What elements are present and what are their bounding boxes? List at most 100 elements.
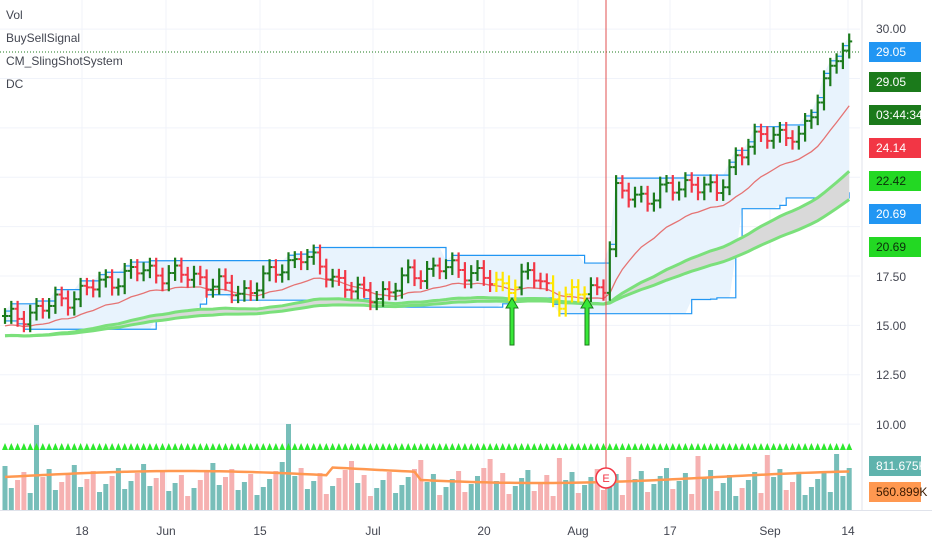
volume-bar <box>418 460 424 510</box>
volume-bar <box>90 471 96 510</box>
signal-triangle <box>8 443 15 450</box>
signal-triangle <box>373 443 380 450</box>
volume-bar <box>456 471 462 510</box>
legend-volume[interactable]: Vol <box>6 8 23 22</box>
volume-bar <box>52 490 58 510</box>
indicator-legend: Vol BuySellSignal CM_SlingShotSystem DC <box>6 4 123 96</box>
volume-bar <box>304 489 310 510</box>
volume-bar <box>777 469 783 510</box>
signal-triangle <box>443 443 449 450</box>
signal-triangle <box>556 443 563 450</box>
signal-triangle <box>2 443 8 450</box>
signal-triangle <box>676 443 683 450</box>
volume-bar <box>361 475 367 510</box>
volume-bar <box>393 493 399 510</box>
countdown-badge: 03:44:34 <box>869 105 923 125</box>
last-price-badge: 29.05 <box>869 42 921 62</box>
signal-triangle <box>83 443 90 450</box>
volume-bar <box>330 486 336 510</box>
legend-slingshot-system[interactable]: CM_SlingShotSystem <box>6 54 123 68</box>
volume-bar <box>141 464 147 510</box>
time-axis[interactable]: 18 Jun 15 Jul 20 Aug 17 Sep 14 <box>0 510 932 551</box>
volume-bar <box>745 480 751 510</box>
volume-bar <box>733 496 739 510</box>
volume-bar <box>109 476 115 510</box>
signal-triangle <box>323 443 330 450</box>
signal-triangle <box>461 443 468 450</box>
signal-triangle <box>115 443 122 450</box>
signal-triangle <box>102 443 109 450</box>
signal-triangle <box>846 443 853 450</box>
signal-triangle <box>329 443 336 450</box>
volume-bar <box>204 472 210 510</box>
volume-bar <box>279 462 285 510</box>
volume-bar <box>588 477 594 510</box>
volume-bar <box>342 470 348 510</box>
slingshot-band-fill <box>5 171 850 336</box>
volume-bar <box>550 496 556 510</box>
volume-bar <box>260 487 266 510</box>
volume-bar <box>46 469 52 510</box>
volume-bar <box>229 469 235 510</box>
volume-bar <box>27 493 33 510</box>
time-tick: Aug <box>567 524 589 538</box>
signal-triangle <box>726 443 733 450</box>
volume-bar <box>569 472 575 510</box>
volume-bar <box>286 424 291 510</box>
time-tick: 20 <box>477 524 491 538</box>
legend-donchian-channel[interactable]: DC <box>6 77 24 91</box>
volume-bar <box>670 489 676 510</box>
signal-triangle <box>512 443 519 450</box>
signal-triangle <box>430 443 437 450</box>
signal-triangle <box>165 443 172 450</box>
signal-triangle <box>184 443 191 450</box>
volume-bar <box>752 472 758 510</box>
volume-bar <box>2 466 8 510</box>
volume-bar <box>166 491 172 510</box>
volume-bar <box>185 496 191 510</box>
signal-triangle <box>808 443 815 450</box>
time-tick: 17 <box>663 524 677 538</box>
signal-triangle <box>449 443 456 450</box>
signal-triangle <box>493 443 500 450</box>
volume-bar <box>575 493 581 510</box>
volume-bar <box>827 492 833 510</box>
volume-bar <box>695 456 701 510</box>
donchian-channel-fill <box>5 36 850 330</box>
signal-triangle <box>417 443 424 450</box>
volume-bar <box>720 483 726 510</box>
volume-bar <box>834 454 840 510</box>
signal-triangle <box>354 443 361 450</box>
legend-buy-sell-signal[interactable]: BuySellSignal <box>6 31 81 45</box>
signal-triangle <box>291 443 298 450</box>
signal-triangle <box>228 443 235 450</box>
volume-bar <box>626 457 632 510</box>
volume-bar <box>607 482 613 510</box>
signal-triangle <box>474 443 481 450</box>
volume-bar <box>115 468 121 510</box>
volume-bar <box>317 473 323 510</box>
signal-triangle <box>487 443 494 450</box>
signal-triangle <box>632 443 638 450</box>
volume-bar <box>355 483 361 510</box>
signal-triangle <box>153 443 160 450</box>
signal-triangle <box>455 443 462 450</box>
signal-triangle <box>518 443 525 450</box>
volume-ma-badge: 560.899K <box>869 482 927 502</box>
signal-triangle <box>751 443 758 450</box>
volume-bar <box>223 477 228 510</box>
signal-triangle <box>77 443 84 450</box>
signal-triangle <box>216 443 223 450</box>
price-tick: 15.00 <box>876 319 907 333</box>
slow-ema-line <box>4 170 851 338</box>
time-tick: 15 <box>253 524 267 538</box>
band-badge: 20.69 <box>869 237 921 257</box>
channel-basis-badge: 20.69 <box>869 204 921 224</box>
volume-bar <box>21 472 27 510</box>
volume-bar <box>128 481 134 510</box>
volume-bar <box>771 477 777 510</box>
signal-triangle <box>732 443 739 450</box>
volume-bar <box>538 483 543 510</box>
signal-triangle <box>821 443 827 450</box>
